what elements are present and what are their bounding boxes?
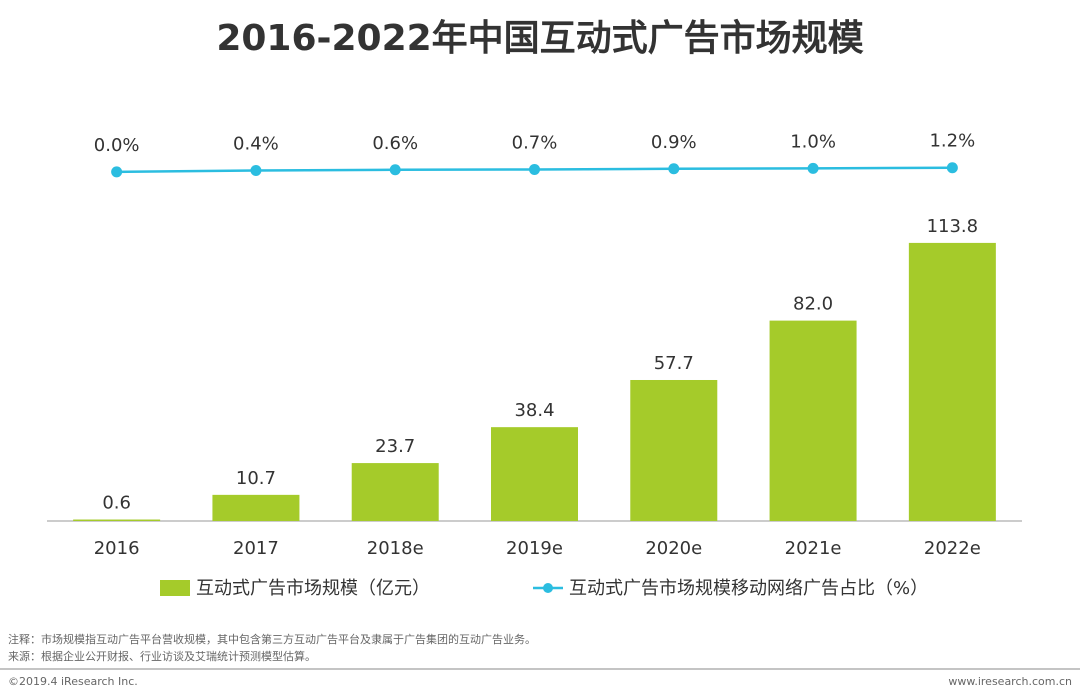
point [529,163,540,175]
point [668,163,680,175]
point [389,164,401,176]
x-tick-label: 2018e [367,538,424,559]
bar [212,494,300,521]
point [807,162,819,174]
x-tick-label: 2017 [233,538,279,559]
data-label: 0.4% [233,133,279,154]
data-label: 82.0 [793,294,833,315]
legend-label: 互动式广告市场规模移动网络广告占比（%） [569,578,928,599]
bar [908,242,996,521]
bar [73,519,161,521]
source: 来源：根据企业公开财报、行业访谈及艾瑞统计预测模型估算。 [8,649,316,663]
data-label: 0.0% [94,135,140,156]
data-label: 1.0% [790,131,836,152]
x-tick-label: 2019e [506,538,563,559]
bar [630,379,718,521]
note: 注释：市场规模指互动广告平台营收规模，其中包含第三方互动广告平台及隶属于广告集团… [8,632,536,646]
data-label: 23.7 [375,436,415,457]
copyright: ©2019.4 iResearch Inc. [8,675,138,688]
x-tick-label: 2020e [645,538,702,559]
chart-title: 2016-2022年中国互动式广告市场规模 [216,18,863,59]
legend-swatch [543,583,553,593]
data-label: 0.7% [512,132,558,153]
bar [769,320,857,521]
data-label: 0.6 [102,493,131,514]
data-label: 1.2% [929,131,975,152]
legend-label: 互动式广告市场规模（亿元） [196,578,430,599]
bar [491,427,578,521]
point [250,164,262,176]
data-label: 10.7 [236,468,276,489]
x-tick-label: 2022e [924,538,981,559]
point [946,162,958,174]
data-label: 0.9% [651,132,697,153]
data-label: 0.6% [372,133,418,154]
bar [351,463,439,521]
point [111,166,123,178]
legend-swatch [160,580,190,596]
x-tick-label: 2021e [785,538,842,559]
data-label: 38.4 [514,400,554,421]
x-tick-label: 2016 [94,538,140,559]
data-label: 57.7 [654,353,694,374]
data-label: 113.8 [927,216,979,237]
website: www.iresearch.com.cn [948,675,1072,688]
